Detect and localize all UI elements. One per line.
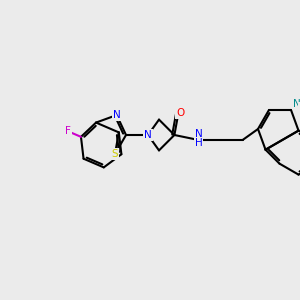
- Text: O: O: [176, 108, 184, 118]
- Text: N: N: [144, 130, 152, 140]
- Text: N: N: [195, 129, 203, 139]
- Text: H: H: [195, 138, 203, 148]
- Text: H: H: [299, 103, 300, 113]
- Text: N: N: [113, 110, 121, 120]
- Text: N: N: [293, 99, 300, 109]
- Text: F: F: [65, 126, 71, 136]
- Text: S: S: [112, 149, 118, 159]
